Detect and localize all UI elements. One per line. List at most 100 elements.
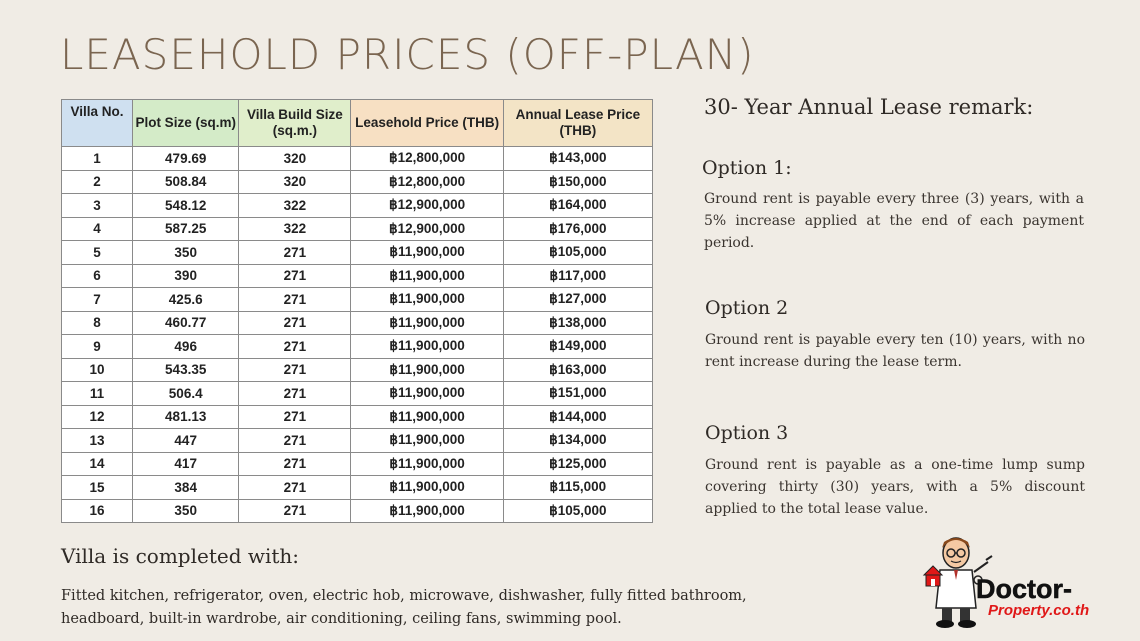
cell-annual-lease-price: ฿150,000 [502,169,654,194]
header-villa-no: Villa No. [60,99,134,147]
cell-annual-lease-price: ฿149,000 [502,334,654,359]
table-row: 5 350 271 ฿11,900,000 ฿105,000 [60,240,654,265]
table-row: 2 508.84 320 ฿12,800,000 ฿150,000 [60,169,654,194]
cell-villa-no: 8 [60,310,134,335]
cell-plot-size: 350 [132,240,240,265]
cell-villa-no: 16 [60,498,134,523]
cell-build-size: 271 [238,263,352,288]
table-row: 11 506.4 271 ฿11,900,000 ฿151,000 [60,381,654,406]
cell-annual-lease-price: ฿151,000 [502,381,654,406]
cell-build-size: 271 [238,404,352,429]
cell-plot-size: 548.12 [132,193,240,218]
cell-villa-no: 11 [60,381,134,406]
table-row: 13 447 271 ฿11,900,000 ฿134,000 [60,428,654,453]
table-row: 16 350 271 ฿11,900,000 ฿105,000 [60,498,654,523]
table-header-row: Villa No. Plot Size (sq.m) Villa Build S… [60,99,654,147]
cell-leasehold-price: ฿11,900,000 [350,287,504,312]
table-row: 12 481.13 271 ฿11,900,000 ฿144,000 [60,404,654,429]
cell-villa-no: 15 [60,475,134,500]
cell-build-size: 320 [238,169,352,194]
cell-leasehold-price: ฿11,900,000 [350,310,504,335]
cell-annual-lease-price: ฿125,000 [502,451,654,476]
cell-plot-size: 447 [132,428,240,453]
doctor-property-logo: Doctor- Property.co.th [922,537,1089,628]
cell-build-size: 271 [238,498,352,523]
cell-leasehold-price: ฿11,900,000 [350,404,504,429]
logo-word-property: Property.co.th [988,602,1089,619]
table-row: 7 425.6 271 ฿11,900,000 ฿127,000 [60,287,654,312]
cell-plot-size: 496 [132,334,240,359]
cell-leasehold-price: ฿11,900,000 [350,263,504,288]
cell-plot-size: 460.77 [132,310,240,335]
cell-annual-lease-price: ฿105,000 [502,498,654,523]
cell-annual-lease-price: ฿143,000 [502,146,654,171]
table-row: 4 587.25 322 ฿12,900,000 ฿176,000 [60,216,654,241]
cell-villa-no: 14 [60,451,134,476]
cell-plot-size: 479.69 [132,146,240,171]
villa-completed-text: Fitted kitchen, refrigerator, oven, elec… [61,588,747,627]
cell-plot-size: 390 [132,263,240,288]
table-row: 6 390 271 ฿11,900,000 ฿117,000 [60,263,654,288]
cell-leasehold-price: ฿11,900,000 [350,381,504,406]
cell-leasehold-price: ฿12,800,000 [350,146,504,171]
table-row: 15 384 271 ฿11,900,000 ฿115,000 [60,475,654,500]
cell-plot-size: 384 [132,475,240,500]
cell-annual-lease-price: ฿105,000 [502,240,654,265]
option-2-text: Ground rent is payable every ten (10) ye… [705,332,1085,370]
cell-villa-no: 3 [60,193,134,218]
table-row: 10 543.35 271 ฿11,900,000 ฿163,000 [60,357,654,382]
cell-annual-lease-price: ฿127,000 [502,287,654,312]
cell-plot-size: 587.25 [132,216,240,241]
table-row: 14 417 271 ฿11,900,000 ฿125,000 [60,451,654,476]
cell-leasehold-price: ฿11,900,000 [350,498,504,523]
cell-build-size: 271 [238,381,352,406]
cell-leasehold-price: ฿11,900,000 [350,334,504,359]
cell-annual-lease-price: ฿164,000 [502,193,654,218]
cell-villa-no: 1 [60,146,134,171]
cell-build-size: 322 [238,216,352,241]
table-row: 3 548.12 322 ฿12,900,000 ฿164,000 [60,193,654,218]
cell-build-size: 271 [238,287,352,312]
option-3-text: Ground rent is payable as a one-time lum… [705,457,1085,517]
cell-villa-no: 6 [60,263,134,288]
option-3-title: Option 3 [705,422,789,444]
cell-villa-no: 13 [60,428,134,453]
cell-villa-no: 5 [60,240,134,265]
cell-leasehold-price: ฿11,900,000 [350,451,504,476]
cell-build-size: 271 [238,357,352,382]
cell-build-size: 320 [238,146,352,171]
cell-villa-no: 10 [60,357,134,382]
cell-annual-lease-price: ฿176,000 [502,216,654,241]
cell-plot-size: 425.6 [132,287,240,312]
header-leasehold-price: Leasehold Price (THB) [350,99,504,147]
cell-plot-size: 481.13 [132,404,240,429]
cell-leasehold-price: ฿11,900,000 [350,428,504,453]
cell-villa-no: 9 [60,334,134,359]
header-annual-lease-price: Annual Lease Price (THB) [502,99,654,147]
cell-leasehold-price: ฿12,800,000 [350,169,504,194]
cell-plot-size: 350 [132,498,240,523]
cell-annual-lease-price: ฿144,000 [502,404,654,429]
doctor-mascot-icon [922,537,993,628]
header-plot-size: Plot Size (sq.m) [132,99,240,147]
option-1-text: Ground rent is payable every three (3) y… [704,191,1084,251]
cell-build-size: 271 [238,334,352,359]
cell-villa-no: 12 [60,404,134,429]
villa-completed-title: Villa is completed with: [61,544,300,568]
table-row: 1 479.69 320 ฿12,800,000 ฿143,000 [60,146,654,171]
cell-build-size: 322 [238,193,352,218]
cell-villa-no: 2 [60,169,134,194]
cell-annual-lease-price: ฿115,000 [502,475,654,500]
cell-leasehold-price: ฿11,900,000 [350,357,504,382]
table-row: 9 496 271 ฿11,900,000 ฿149,000 [60,334,654,359]
cell-build-size: 271 [238,310,352,335]
cell-plot-size: 506.4 [132,381,240,406]
option-1-title: Option 1: [702,157,792,179]
cell-plot-size: 508.84 [132,169,240,194]
page-title: LEASEHOLD PRICES (OFF-PLAN) [60,30,755,79]
cell-leasehold-price: ฿11,900,000 [350,240,504,265]
cell-leasehold-price: ฿11,900,000 [350,475,504,500]
cell-annual-lease-price: ฿163,000 [502,357,654,382]
remarks-title: 30- Year Annual Lease remark: [704,95,1034,119]
cell-build-size: 271 [238,240,352,265]
